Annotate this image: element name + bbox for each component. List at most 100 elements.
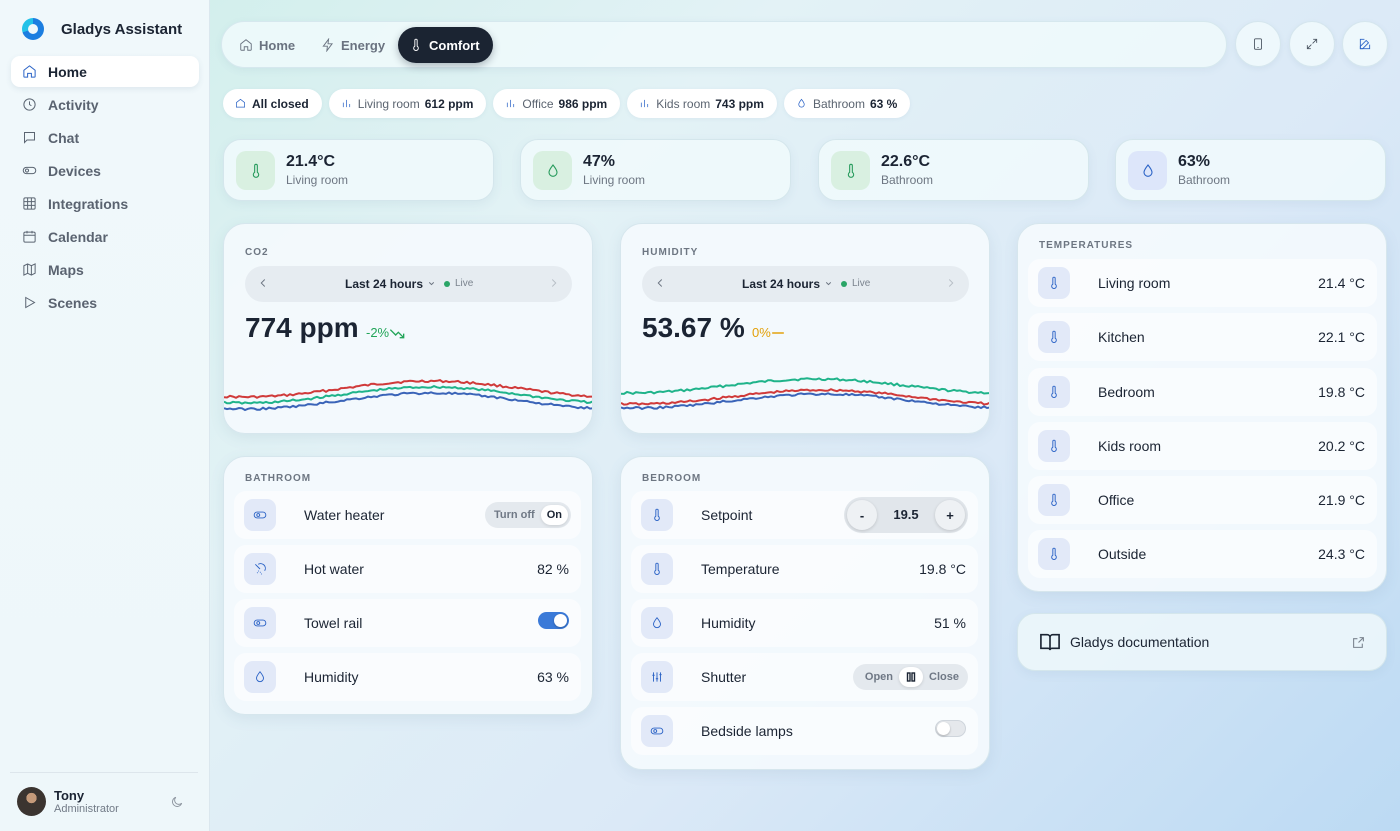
shutter-open-button[interactable]: Open bbox=[864, 671, 894, 683]
gladys-documentation-link[interactable]: Gladys documentation bbox=[1017, 613, 1387, 671]
chip-living-room-co2[interactable]: Living room 612 ppm bbox=[328, 89, 487, 118]
fullscreen-button[interactable] bbox=[1289, 21, 1335, 67]
avatar[interactable] bbox=[17, 787, 46, 816]
chip-label: Bathroom bbox=[812, 96, 865, 111]
thermometer-icon bbox=[654, 508, 660, 521]
row-label: Bedroom bbox=[1098, 384, 1155, 400]
tab-comfort[interactable]: Comfort bbox=[398, 27, 493, 63]
sidebar-item-home[interactable]: Home bbox=[11, 56, 199, 87]
book-icon bbox=[1040, 633, 1060, 651]
toggle-icon bbox=[650, 727, 664, 735]
thermometer-icon bbox=[1051, 330, 1057, 343]
sidebar-item-devices[interactable]: Devices bbox=[11, 155, 199, 186]
chip-kids-room-co2[interactable]: Kids room 743 ppm bbox=[627, 89, 777, 118]
toggle-icon bbox=[22, 166, 37, 175]
row-icon-box bbox=[244, 499, 276, 531]
stat-card-bathroom-humidity: 63% Bathroom bbox=[1115, 139, 1386, 201]
bedside-lamps-toggle[interactable] bbox=[935, 720, 966, 737]
time-range-selector[interactable]: Last 24 hours Live bbox=[642, 266, 969, 302]
chevron-right-icon bbox=[948, 279, 954, 287]
shutter-row: Shutter Open Close bbox=[631, 653, 978, 701]
chevron-left-icon bbox=[260, 279, 266, 287]
sidebar-item-calendar[interactable]: Calendar bbox=[11, 221, 199, 252]
sidebar-item-integrations[interactable]: Integrations bbox=[11, 188, 199, 219]
trend-down-icon bbox=[389, 328, 405, 338]
range-label: Last 24 hours bbox=[742, 277, 821, 291]
dashboard-tabs: Home Energy Comfort bbox=[221, 21, 1227, 68]
decrease-button[interactable]: - bbox=[847, 500, 877, 530]
chip-bathroom-humidity[interactable]: Bathroom 63 % bbox=[783, 89, 911, 118]
series-line-red bbox=[224, 379, 592, 399]
stat-label: Living room bbox=[583, 173, 646, 187]
brand[interactable]: Gladys Assistant bbox=[22, 18, 182, 40]
stat-value: 21.4°C bbox=[286, 153, 336, 170]
temperature-row-living-room: Living room 21.4 °C bbox=[1028, 259, 1377, 307]
edit-dashboard-button[interactable] bbox=[1342, 21, 1388, 67]
row-label: Towel rail bbox=[304, 615, 363, 631]
home-icon bbox=[236, 98, 245, 108]
sidebar-item-label: Home bbox=[48, 63, 87, 80]
row-icon-box bbox=[1038, 484, 1070, 516]
sidebar-item-scenes[interactable]: Scenes bbox=[11, 287, 199, 318]
chip-all-closed[interactable]: All closed bbox=[223, 89, 322, 118]
series-line-blue bbox=[621, 392, 989, 411]
temperatures-card: TEMPERATURES Living room 21.4 °C Kitchen… bbox=[1017, 223, 1387, 592]
droplet-icon bbox=[1142, 163, 1153, 177]
setpoint-value: 19.5 bbox=[893, 507, 919, 522]
clock-icon bbox=[23, 98, 36, 111]
shutter-control: Open Close bbox=[852, 664, 968, 690]
map-icon bbox=[23, 263, 36, 276]
co2-chart bbox=[224, 379, 592, 412]
stat-label: Bathroom bbox=[881, 173, 934, 187]
row-value: 82 % bbox=[537, 561, 569, 577]
sidebar-item-chat[interactable]: Chat bbox=[11, 122, 199, 153]
live-label: Live bbox=[852, 278, 871, 289]
chip-office-co2[interactable]: Office 986 ppm bbox=[493, 89, 621, 118]
stat-icon-box bbox=[1128, 151, 1167, 190]
increase-button[interactable]: + bbox=[935, 500, 965, 530]
next-range-button[interactable] bbox=[944, 276, 958, 290]
previous-range-button[interactable] bbox=[256, 276, 270, 290]
bar-chart-icon bbox=[342, 99, 350, 108]
sidebar-item-activity[interactable]: Activity bbox=[11, 89, 199, 120]
previous-range-button[interactable] bbox=[653, 276, 667, 290]
play-icon bbox=[25, 296, 36, 309]
turn-off-option[interactable]: Turn off bbox=[493, 509, 535, 521]
tab-home[interactable]: Home bbox=[228, 27, 308, 63]
tablet-mode-button[interactable] bbox=[1235, 21, 1281, 67]
stat-card-living-room-humidity: 47% Living room bbox=[520, 139, 791, 201]
chip-value: 612 ppm bbox=[424, 96, 474, 111]
user-profile[interactable]: Tony Administrator bbox=[10, 772, 198, 831]
row-label: Temperature bbox=[701, 561, 780, 577]
next-range-button[interactable] bbox=[547, 276, 561, 290]
bar-chart-icon bbox=[641, 99, 649, 108]
row-value: 51 % bbox=[934, 615, 966, 631]
series-line-blue bbox=[224, 391, 592, 412]
trend-flat-icon bbox=[771, 331, 784, 334]
row-icon-box bbox=[641, 553, 673, 585]
temperature-row-office: Office 21.9 °C bbox=[1028, 476, 1377, 524]
tab-energy[interactable]: Energy bbox=[310, 27, 398, 63]
time-range-selector[interactable]: Last 24 hours Live bbox=[245, 266, 572, 302]
sidebar-item-maps[interactable]: Maps bbox=[11, 254, 199, 285]
stat-value: 47% bbox=[583, 153, 616, 170]
moon-icon[interactable] bbox=[170, 795, 184, 809]
shutter-stop-button[interactable] bbox=[899, 667, 924, 687]
sidebar-item-label: Devices bbox=[48, 162, 101, 179]
edit-icon bbox=[1359, 38, 1371, 50]
on-option[interactable]: On bbox=[540, 505, 568, 525]
toggle-icon bbox=[253, 619, 267, 627]
row-value: 19.8 °C bbox=[1318, 384, 1365, 400]
thermometer-icon bbox=[654, 562, 660, 575]
row-label: Living room bbox=[1098, 275, 1171, 291]
bolt-icon bbox=[322, 38, 334, 52]
towel-rail-toggle[interactable] bbox=[538, 612, 569, 629]
shutter-close-button[interactable]: Close bbox=[929, 671, 959, 683]
home-icon bbox=[240, 39, 252, 51]
thermometer-icon bbox=[252, 163, 259, 178]
live-dot bbox=[444, 280, 450, 287]
series-line-green bbox=[621, 377, 989, 395]
shower-icon bbox=[255, 563, 266, 575]
water-heater-switch[interactable]: Turn off On bbox=[484, 502, 571, 528]
range-label: Last 24 hours bbox=[345, 277, 424, 291]
